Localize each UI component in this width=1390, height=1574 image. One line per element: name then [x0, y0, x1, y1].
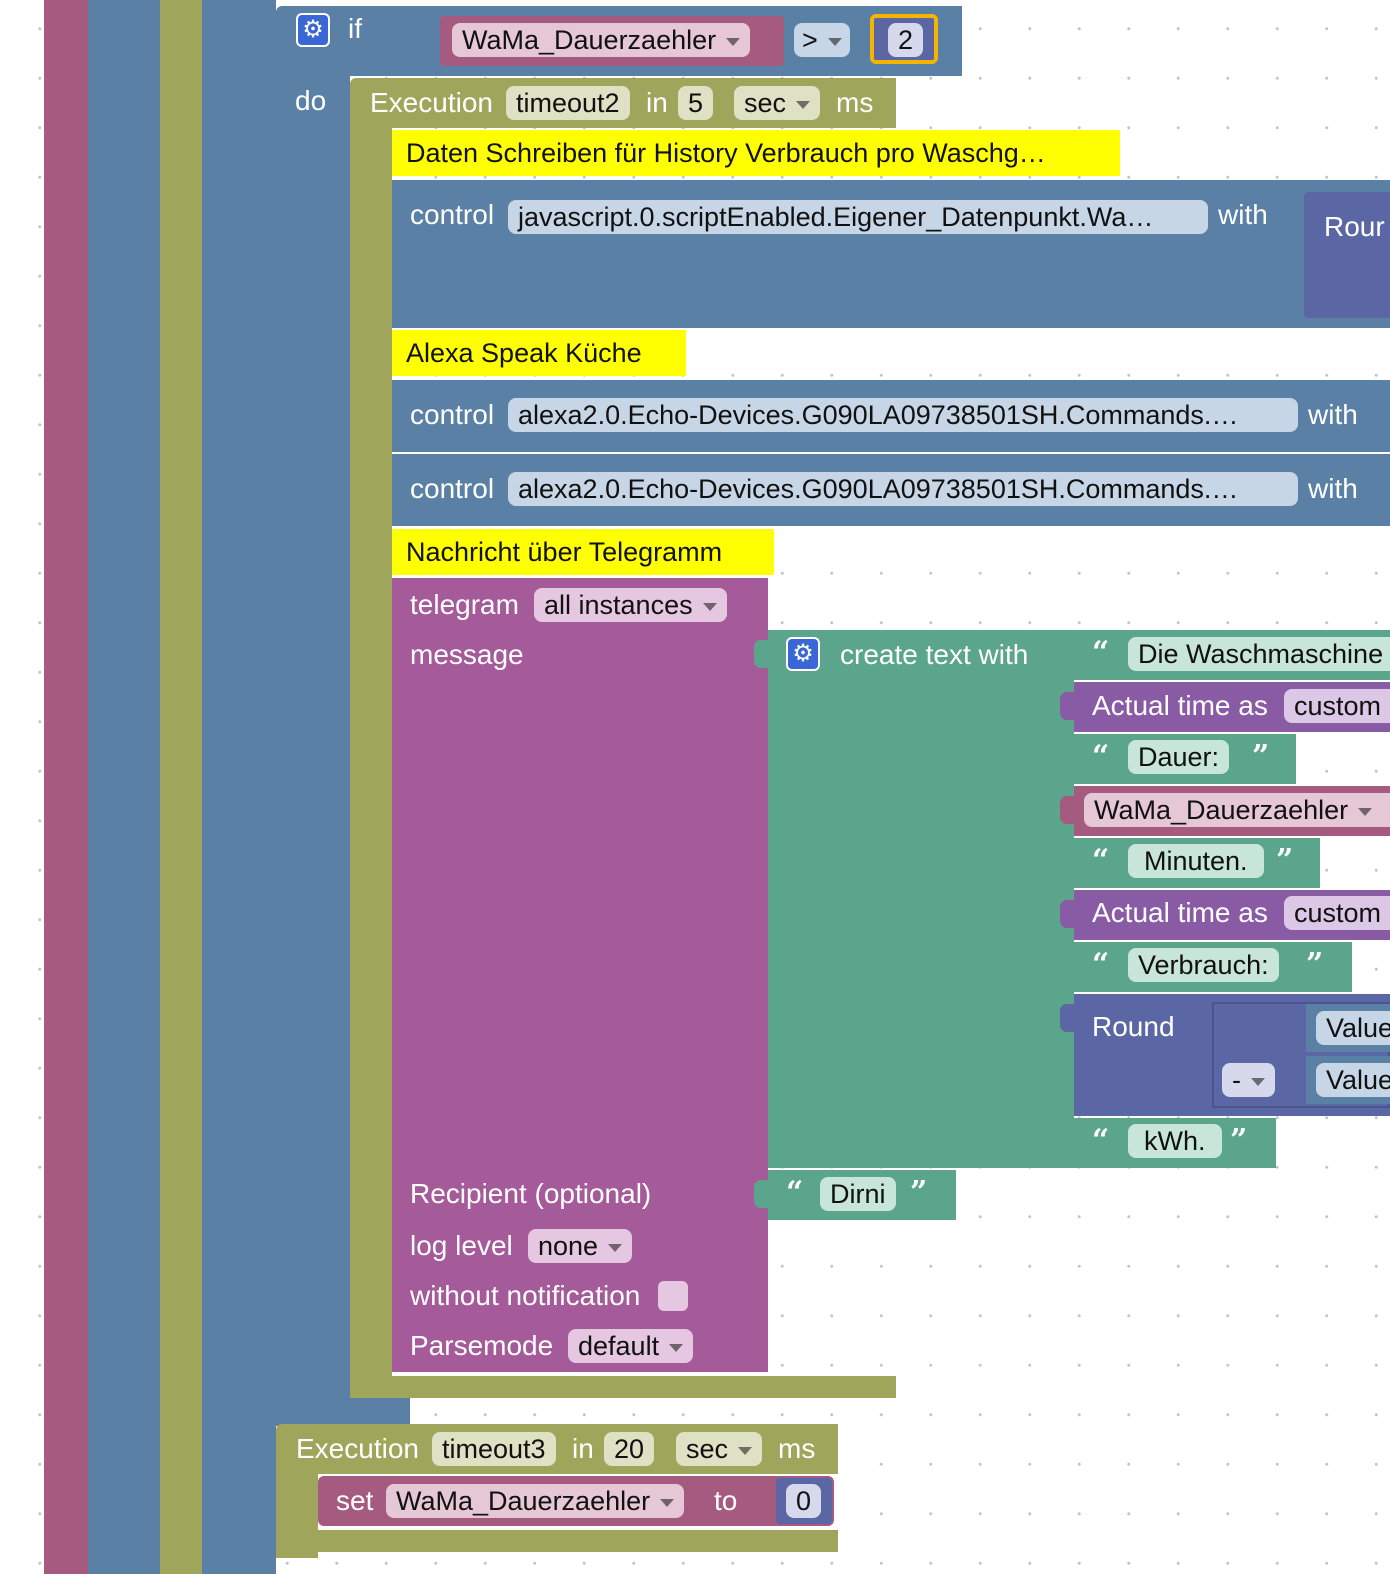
compare-number-value[interactable]: 2 [888, 23, 924, 57]
timeout3-name-field[interactable]: timeout3 [432, 1432, 556, 1466]
timeout2-label: Execution [370, 87, 493, 118]
value-a-field[interactable]: Value [1316, 1011, 1390, 1045]
comment-telegram[interactable]: Nachricht über Telegramm [392, 529, 774, 575]
time-item-format[interactable]: custom [1284, 896, 1390, 930]
close-quote-icon: ” [1230, 1123, 1248, 1158]
create-text-connector [754, 640, 768, 668]
time-item-format[interactable]: custom [1284, 689, 1390, 723]
time-item-label: Actual time as [1092, 690, 1268, 721]
telegram-message-label: message [410, 639, 524, 670]
control-1-round-block[interactable] [1304, 192, 1390, 318]
if-label: if [348, 13, 362, 44]
recipient-connector [754, 1180, 768, 1208]
set-variable-dropdown[interactable]: WaMa_Dauerzaehler [386, 1484, 685, 1518]
time-item-connector [1060, 900, 1074, 928]
outer-block-arm-blue[interactable] [88, 0, 160, 1574]
create-text-block[interactable] [768, 630, 1074, 1168]
timeout3-delay-field[interactable]: 20 [604, 1432, 655, 1466]
close-quote-icon: ” [1306, 947, 1324, 982]
telegram-parsemode-dropdown[interactable]: default [568, 1329, 694, 1363]
create-text-gear-icon[interactable]: ⚙ [786, 637, 820, 671]
control-3-target-field[interactable]: alexa2.0.Echo-Devices.G090LA09738501SH.C… [508, 472, 1298, 506]
telegram-notification-label: without notification [410, 1280, 641, 1311]
if-gear-icon[interactable]: ⚙ [296, 13, 330, 47]
value-b-field[interactable]: Value [1316, 1063, 1390, 1097]
comment-history[interactable]: Daten Schreiben für History Verbrauch pr… [392, 130, 1120, 176]
close-quote-icon: ” [1252, 739, 1270, 774]
outer-block-arm-pink[interactable] [44, 0, 88, 1574]
control-2-target-field[interactable]: alexa2.0.Echo-Devices.G090LA09738501SH.C… [508, 398, 1298, 432]
control-1-target-field[interactable]: javascript.0.scriptEnabled.Eigener_Daten… [508, 200, 1208, 234]
text-item-field[interactable]: Minuten. [1128, 844, 1264, 878]
control-3-with-label: with [1308, 473, 1358, 504]
time-item-label: Actual time as [1092, 897, 1268, 928]
telegram-instance-dropdown[interactable]: all instances [534, 588, 727, 622]
control-1-round-label: Rour [1324, 211, 1385, 242]
var-item-dropdown[interactable]: WaMa_Dauerzaehler [1084, 793, 1390, 827]
close-quote-icon: ” [910, 1175, 928, 1210]
text-item-field[interactable]: Die Waschmaschine [1128, 637, 1390, 671]
set-number-value[interactable]: 0 [786, 1484, 822, 1518]
open-quote-icon: “ [786, 1175, 804, 1210]
comment-alexa[interactable]: Alexa Speak Küche [392, 330, 686, 376]
notification-checkbox[interactable] [658, 1281, 688, 1311]
outer-block-arm-blue-inner[interactable] [202, 0, 276, 1574]
timeout3-in-label: in [572, 1433, 594, 1464]
timeout3-ms-label: ms [778, 1433, 816, 1464]
create-text-label: create text with [840, 639, 1029, 670]
if-block-bottom [276, 1396, 410, 1426]
timeout2-ms-label: ms [836, 87, 874, 118]
compare-operator-dropdown[interactable]: > [794, 23, 850, 57]
timeout3-unit-dropdown[interactable]: sec [676, 1432, 763, 1466]
telegram-recipient-label: Recipient (optional) [410, 1178, 652, 1209]
set-to-label: to [714, 1485, 738, 1516]
timeout2-block-bottom [350, 1376, 896, 1398]
telegram-log-dropdown[interactable]: none [528, 1229, 633, 1263]
arithmetic-operator-dropdown[interactable]: - [1222, 1063, 1275, 1097]
timeout2-delay-field[interactable]: 5 [678, 86, 714, 120]
timeout2-unit-dropdown[interactable]: sec [734, 86, 821, 120]
set-label: set [336, 1485, 374, 1516]
control-1-with-label: with [1218, 199, 1268, 230]
text-item-field[interactable]: Verbrauch: [1128, 948, 1279, 982]
telegram-log-label: log level [410, 1230, 513, 1261]
condition-variable-dropdown[interactable]: WaMa_Dauerzaehler [452, 23, 751, 57]
timeout3-label: Execution [296, 1433, 419, 1464]
do-label: do [295, 85, 327, 116]
timeout2-block-arm[interactable] [350, 128, 392, 1398]
time-item-connector [1060, 692, 1074, 720]
control-1-label: control [410, 199, 495, 230]
timeout3-block-bottom [276, 1530, 838, 1552]
timeout2-name-field[interactable]: timeout2 [506, 86, 630, 120]
open-quote-icon: “ [1092, 635, 1110, 670]
text-item-field[interactable]: kWh. [1128, 1124, 1222, 1158]
timeout2-in-label: in [646, 87, 668, 118]
control-2-with-label: with [1308, 399, 1358, 430]
if-block-arm[interactable] [276, 76, 350, 1424]
close-quote-icon: ” [1276, 843, 1294, 878]
control-2-label: control [410, 399, 495, 430]
text-item-field[interactable]: Dauer: [1128, 740, 1230, 774]
open-quote-icon: “ [1092, 947, 1110, 982]
recipient-text-field[interactable]: Dirni [820, 1177, 896, 1211]
round-item-connector [1060, 1004, 1074, 1032]
outer-block-arm-olive[interactable] [160, 0, 202, 1574]
open-quote-icon: “ [1092, 1123, 1110, 1158]
control-3-label: control [410, 473, 495, 504]
open-quote-icon: “ [1092, 843, 1110, 878]
var-item-connector [1060, 796, 1074, 824]
telegram-label: telegram [410, 589, 519, 620]
compare-number-block[interactable] [870, 14, 938, 64]
round-label: Round [1092, 1011, 1175, 1042]
telegram-parsemode-label: Parsemode [410, 1330, 554, 1361]
open-quote-icon: “ [1092, 739, 1110, 774]
